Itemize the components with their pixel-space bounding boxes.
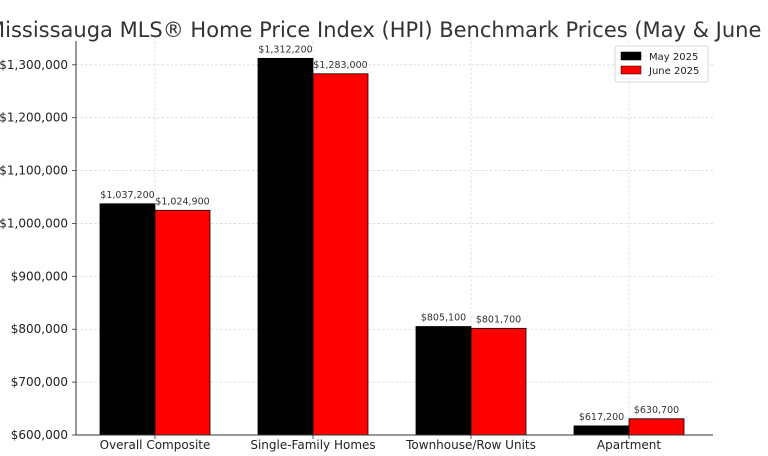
bar [312,73,369,436]
bar [415,326,472,436]
chart-title: Mississauga MLS® Home Price Index (HPI) … [0,18,768,42]
bar-value-label: $1,312,200 [258,44,312,55]
y-tick-label: $800,000 [11,322,68,336]
x-tick-label: Single-Family Homes [250,438,375,452]
legend-label: June 2025 [648,66,699,77]
x-tick-label: Apartment [597,438,661,452]
bar [470,327,527,436]
bar-value-label: $1,037,200 [100,190,154,201]
bar-value-label: $1,024,900 [155,196,209,207]
y-tick-label: $1,100,000 [0,164,68,178]
axes: $600,000 $700,000 $800,000 $900,000 $1,000,0… [0,41,713,452]
bar [257,57,314,436]
y-tick-label: $700,000 [11,375,68,389]
bars [99,57,685,436]
bar [573,425,630,436]
y-tick-label: $1,200,000 [0,111,68,125]
y-tick-label: $1,000,000 [0,216,68,230]
bar-value-label: $617,200 [579,412,624,423]
bar-value-label: $630,700 [634,405,679,416]
bar-value-label: $1,283,000 [313,60,367,71]
bar-value-label: $805,100 [421,313,466,324]
x-tick-label: Townhouse/Row Units [405,438,536,452]
bar-value-label: $801,700 [476,314,521,325]
y-tick-label: $1,300,000 [0,58,68,72]
legend-swatch [620,65,642,75]
y-tick-label: $600,000 [11,428,68,442]
bar [628,418,685,436]
legend-label: May 2025 [649,52,698,63]
y-tick-label: $900,000 [11,269,68,283]
value-labels: $1,037,200$1,024,900 $1,312,200$1,283,000… [100,44,679,423]
bar [154,209,211,436]
legend-swatch [620,51,642,61]
x-tick-label: Overall Composite [100,438,211,452]
bar [99,203,156,436]
legend: May 2025 June 2025 [614,45,709,83]
